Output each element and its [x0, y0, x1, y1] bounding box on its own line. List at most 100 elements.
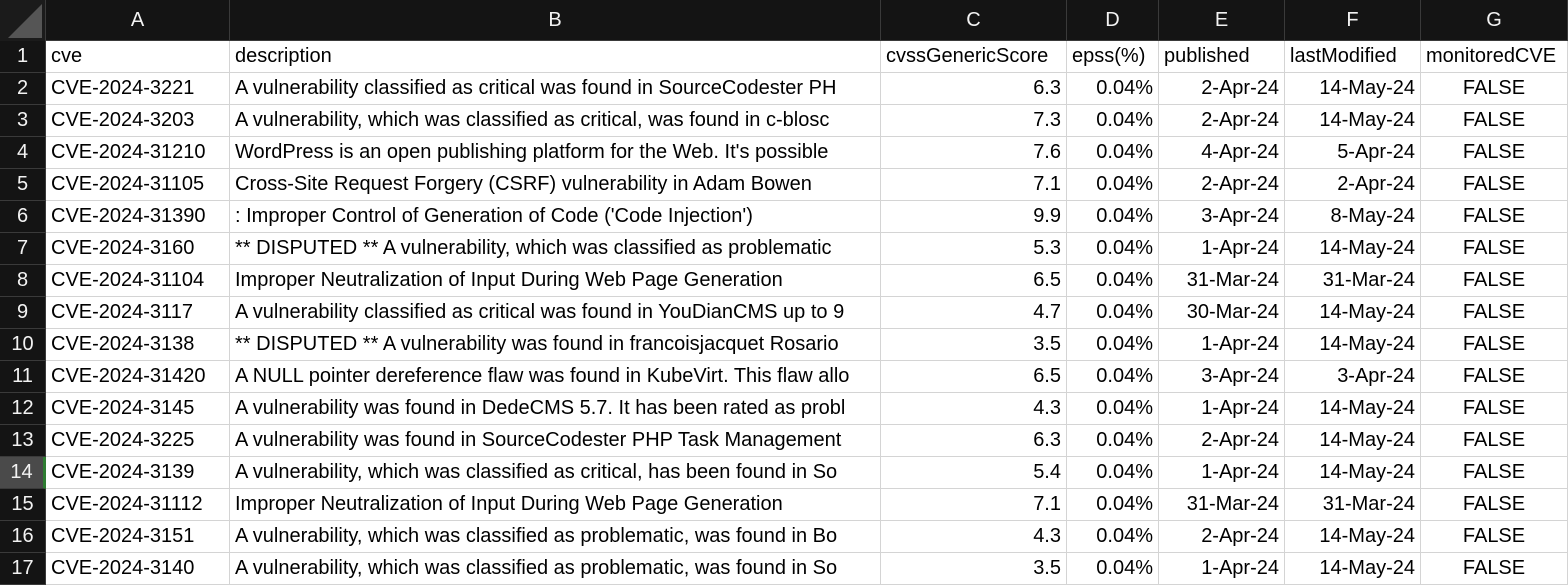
column-header-c[interactable]: C	[881, 0, 1067, 41]
cell-published[interactable]: 2-Apr-24	[1159, 105, 1285, 137]
cell-cve[interactable]: CVE-2024-3160	[46, 233, 230, 265]
cell-description[interactable]: A vulnerability classified as critical w…	[230, 73, 881, 105]
cell-header-description[interactable]: description	[230, 41, 881, 73]
row-number[interactable]: 8	[0, 265, 46, 297]
cell-epss[interactable]: 0.04%	[1067, 297, 1159, 329]
cell-last-modified[interactable]: 14-May-24	[1285, 553, 1421, 585]
cell-last-modified[interactable]: 8-May-24	[1285, 201, 1421, 233]
row-number[interactable]: 3	[0, 105, 46, 137]
cell-last-modified[interactable]: 14-May-24	[1285, 105, 1421, 137]
cell-score[interactable]: 9.9	[881, 201, 1067, 233]
column-header-b[interactable]: B	[230, 0, 881, 41]
cell-score[interactable]: 7.1	[881, 489, 1067, 521]
row-number[interactable]: 11	[0, 361, 46, 393]
cell-score[interactable]: 6.5	[881, 361, 1067, 393]
cell-monitored[interactable]: FALSE	[1421, 329, 1568, 361]
cell-monitored[interactable]: FALSE	[1421, 521, 1568, 553]
cell-epss[interactable]: 0.04%	[1067, 553, 1159, 585]
cell-cve[interactable]: CVE-2024-3203	[46, 105, 230, 137]
cell-epss[interactable]: 0.04%	[1067, 201, 1159, 233]
row-number[interactable]: 13	[0, 425, 46, 457]
row-number[interactable]: 12	[0, 393, 46, 425]
cell-epss[interactable]: 0.04%	[1067, 73, 1159, 105]
row-number[interactable]: 10	[0, 329, 46, 361]
cell-published[interactable]: 31-Mar-24	[1159, 489, 1285, 521]
cell-published[interactable]: 2-Apr-24	[1159, 73, 1285, 105]
column-header-d[interactable]: D	[1067, 0, 1159, 41]
cell-last-modified[interactable]: 14-May-24	[1285, 393, 1421, 425]
cell-cve[interactable]: CVE-2024-3138	[46, 329, 230, 361]
cell-description[interactable]: A NULL pointer dereference flaw was foun…	[230, 361, 881, 393]
cell-header-monitored[interactable]: monitoredCVE	[1421, 41, 1568, 73]
row-number[interactable]: 4	[0, 137, 46, 169]
cell-epss[interactable]: 0.04%	[1067, 329, 1159, 361]
cell-cve[interactable]: CVE-2024-3139	[46, 457, 230, 489]
cell-score[interactable]: 6.5	[881, 265, 1067, 297]
cell-cve[interactable]: CVE-2024-3225	[46, 425, 230, 457]
cell-published[interactable]: 2-Apr-24	[1159, 169, 1285, 201]
cell-monitored[interactable]: FALSE	[1421, 169, 1568, 201]
cell-monitored[interactable]: FALSE	[1421, 425, 1568, 457]
row-number[interactable]: 1	[0, 41, 46, 73]
row-number[interactable]: 9	[0, 297, 46, 329]
cell-score[interactable]: 7.1	[881, 169, 1067, 201]
cell-epss[interactable]: 0.04%	[1067, 393, 1159, 425]
cell-header-score[interactable]: cvssGenericScore	[881, 41, 1067, 73]
cell-cve[interactable]: CVE-2024-3151	[46, 521, 230, 553]
cell-description[interactable]: Improper Neutralization of Input During …	[230, 265, 881, 297]
cell-last-modified[interactable]: 2-Apr-24	[1285, 169, 1421, 201]
cell-monitored[interactable]: FALSE	[1421, 297, 1568, 329]
cell-monitored[interactable]: FALSE	[1421, 361, 1568, 393]
cell-score[interactable]: 4.3	[881, 521, 1067, 553]
cell-last-modified[interactable]: 14-May-24	[1285, 521, 1421, 553]
cell-last-modified[interactable]: 3-Apr-24	[1285, 361, 1421, 393]
row-number[interactable]: 16	[0, 521, 46, 553]
cell-monitored[interactable]: FALSE	[1421, 265, 1568, 297]
cell-monitored[interactable]: FALSE	[1421, 457, 1568, 489]
row-number[interactable]: 14	[0, 457, 46, 489]
cell-published[interactable]: 1-Apr-24	[1159, 393, 1285, 425]
cell-description[interactable]: ** DISPUTED ** A vulnerability, which wa…	[230, 233, 881, 265]
cell-cve[interactable]: CVE-2024-3117	[46, 297, 230, 329]
cell-header-cve[interactable]: cve	[46, 41, 230, 73]
cell-description[interactable]: A vulnerability classified as critical w…	[230, 297, 881, 329]
cell-description[interactable]: Improper Neutralization of Input During …	[230, 489, 881, 521]
cell-description[interactable]: Cross-Site Request Forgery (CSRF) vulner…	[230, 169, 881, 201]
cell-monitored[interactable]: FALSE	[1421, 73, 1568, 105]
row-number[interactable]: 15	[0, 489, 46, 521]
cell-description[interactable]: A vulnerability was found in DedeCMS 5.7…	[230, 393, 881, 425]
cell-published[interactable]: 3-Apr-24	[1159, 201, 1285, 233]
cell-epss[interactable]: 0.04%	[1067, 521, 1159, 553]
cell-monitored[interactable]: FALSE	[1421, 201, 1568, 233]
cell-monitored[interactable]: FALSE	[1421, 489, 1568, 521]
cell-description[interactable]: A vulnerability, which was classified as…	[230, 521, 881, 553]
column-header-a[interactable]: A	[46, 0, 230, 41]
cell-epss[interactable]: 0.04%	[1067, 265, 1159, 297]
cell-last-modified[interactable]: 31-Mar-24	[1285, 265, 1421, 297]
cell-description[interactable]: A vulnerability was found in SourceCodes…	[230, 425, 881, 457]
cell-header-epss[interactable]: epss(%)	[1067, 41, 1159, 73]
cell-description[interactable]: ** DISPUTED ** A vulnerability was found…	[230, 329, 881, 361]
cell-cve[interactable]: CVE-2024-31390	[46, 201, 230, 233]
cell-monitored[interactable]: FALSE	[1421, 393, 1568, 425]
cell-cve[interactable]: CVE-2024-31104	[46, 265, 230, 297]
cell-cve[interactable]: CVE-2024-3221	[46, 73, 230, 105]
cell-description[interactable]: A vulnerability, which was classified as…	[230, 457, 881, 489]
cell-epss[interactable]: 0.04%	[1067, 425, 1159, 457]
cell-epss[interactable]: 0.04%	[1067, 233, 1159, 265]
cell-epss[interactable]: 0.04%	[1067, 169, 1159, 201]
row-number[interactable]: 17	[0, 553, 46, 585]
cell-cve[interactable]: CVE-2024-31112	[46, 489, 230, 521]
cell-published[interactable]: 1-Apr-24	[1159, 329, 1285, 361]
cell-cve[interactable]: CVE-2024-3140	[46, 553, 230, 585]
row-number[interactable]: 5	[0, 169, 46, 201]
cell-cve[interactable]: CVE-2024-31105	[46, 169, 230, 201]
cell-score[interactable]: 3.5	[881, 329, 1067, 361]
cell-score[interactable]: 4.3	[881, 393, 1067, 425]
cell-header-published[interactable]: published	[1159, 41, 1285, 73]
cell-description[interactable]: WordPress is an open publishing platform…	[230, 137, 881, 169]
cell-score[interactable]: 3.5	[881, 553, 1067, 585]
cell-monitored[interactable]: FALSE	[1421, 137, 1568, 169]
cell-monitored[interactable]: FALSE	[1421, 553, 1568, 585]
cell-description[interactable]: : Improper Control of Generation of Code…	[230, 201, 881, 233]
